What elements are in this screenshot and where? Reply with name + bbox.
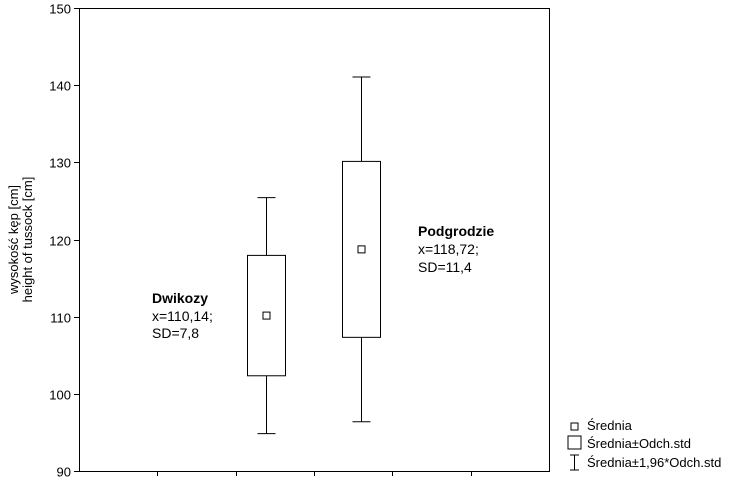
y-tick-label: 130 bbox=[49, 156, 71, 171]
y-tick-label: 100 bbox=[49, 388, 71, 403]
legend-box-symbol bbox=[567, 435, 582, 450]
legend-label-mean: Średnia bbox=[587, 418, 633, 433]
annotation-mean: x=110,14; bbox=[152, 308, 213, 324]
y-axis-label-line-2: height of tussock [cm] bbox=[20, 177, 35, 303]
annotation-dwikozy: Dwikozy x=110,14; SD=7,8 bbox=[152, 290, 213, 341]
annotation-title: Dwikozy bbox=[152, 290, 208, 306]
plot-axes bbox=[79, 8, 550, 472]
legend-mean-symbol bbox=[570, 422, 579, 431]
y-tick-label: 140 bbox=[49, 79, 71, 94]
annotation-podgrodzie: Podgrodzie x=118,72; SD=11,4 bbox=[418, 223, 494, 275]
annotation-mean: x=118,72; bbox=[418, 241, 479, 257]
annotation-sd: SD=11,4 bbox=[418, 259, 472, 275]
y-axis-label-line-1: wysokość kęp [cm] bbox=[6, 185, 21, 295]
y-tick-label: 120 bbox=[49, 234, 71, 249]
x-axis-ticks bbox=[157, 471, 472, 476]
legend-label-whisker: Średnia±1,96*Odch.std bbox=[587, 455, 721, 470]
boxes-group bbox=[247, 76, 381, 435]
legend-label-box: Średnia±Odch.std bbox=[587, 436, 691, 451]
legend-whisker-symbol bbox=[570, 454, 579, 471]
box-podgrodzie bbox=[342, 76, 381, 423]
y-tick-label: 150 bbox=[49, 2, 71, 17]
y-tick-label: 110 bbox=[50, 311, 71, 326]
mean-marker bbox=[357, 245, 366, 254]
y-axis-ticks: 90 100 110 120 130 140 150 bbox=[49, 2, 79, 480]
annotation-sd: SD=7,8 bbox=[152, 325, 199, 341]
annotation-title: Podgrodzie bbox=[418, 223, 494, 239]
plot-frame bbox=[79, 8, 550, 472]
y-tick-label: 90 bbox=[57, 465, 71, 480]
legend: Średnia Średnia±Odch.std Średnia±1,96*Od… bbox=[567, 418, 721, 471]
mean-marker bbox=[262, 311, 271, 320]
box-dwikozy bbox=[247, 197, 286, 435]
